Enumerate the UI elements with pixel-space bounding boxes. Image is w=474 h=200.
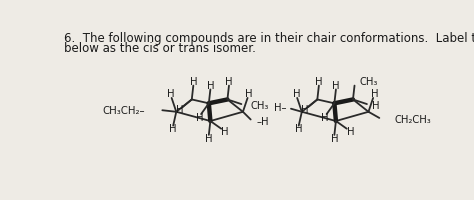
Text: CH₃: CH₃ (251, 101, 269, 111)
Text: H: H (207, 81, 214, 91)
Text: H: H (301, 105, 309, 115)
Text: H: H (221, 127, 229, 137)
Text: H: H (225, 77, 233, 87)
Text: 6.  The following compounds are in their chair conformations.  Label the each cy: 6. The following compounds are in their … (64, 32, 474, 45)
Text: H: H (315, 77, 323, 87)
Text: H: H (205, 134, 212, 144)
Text: H: H (196, 113, 203, 123)
Text: H: H (190, 77, 197, 87)
Text: H: H (169, 124, 177, 134)
Text: H: H (321, 113, 329, 123)
Text: H–: H– (274, 103, 286, 113)
Text: H: H (347, 127, 355, 137)
Text: H: H (176, 105, 183, 115)
Text: H: H (331, 134, 338, 144)
Text: CH₃: CH₃ (359, 77, 378, 87)
Text: H: H (372, 101, 379, 111)
Text: CH₃CH₂–: CH₃CH₂– (103, 106, 145, 116)
Text: H: H (371, 89, 378, 99)
Text: below as the cis or trans isomer.: below as the cis or trans isomer. (64, 42, 256, 55)
Text: H: H (292, 89, 300, 99)
Text: H: H (295, 124, 302, 134)
Text: H: H (246, 89, 253, 99)
Text: –H: –H (256, 117, 269, 127)
Text: CH₂CH₃: CH₂CH₃ (395, 115, 431, 125)
Text: H: H (332, 81, 340, 91)
Text: H: H (167, 89, 174, 99)
